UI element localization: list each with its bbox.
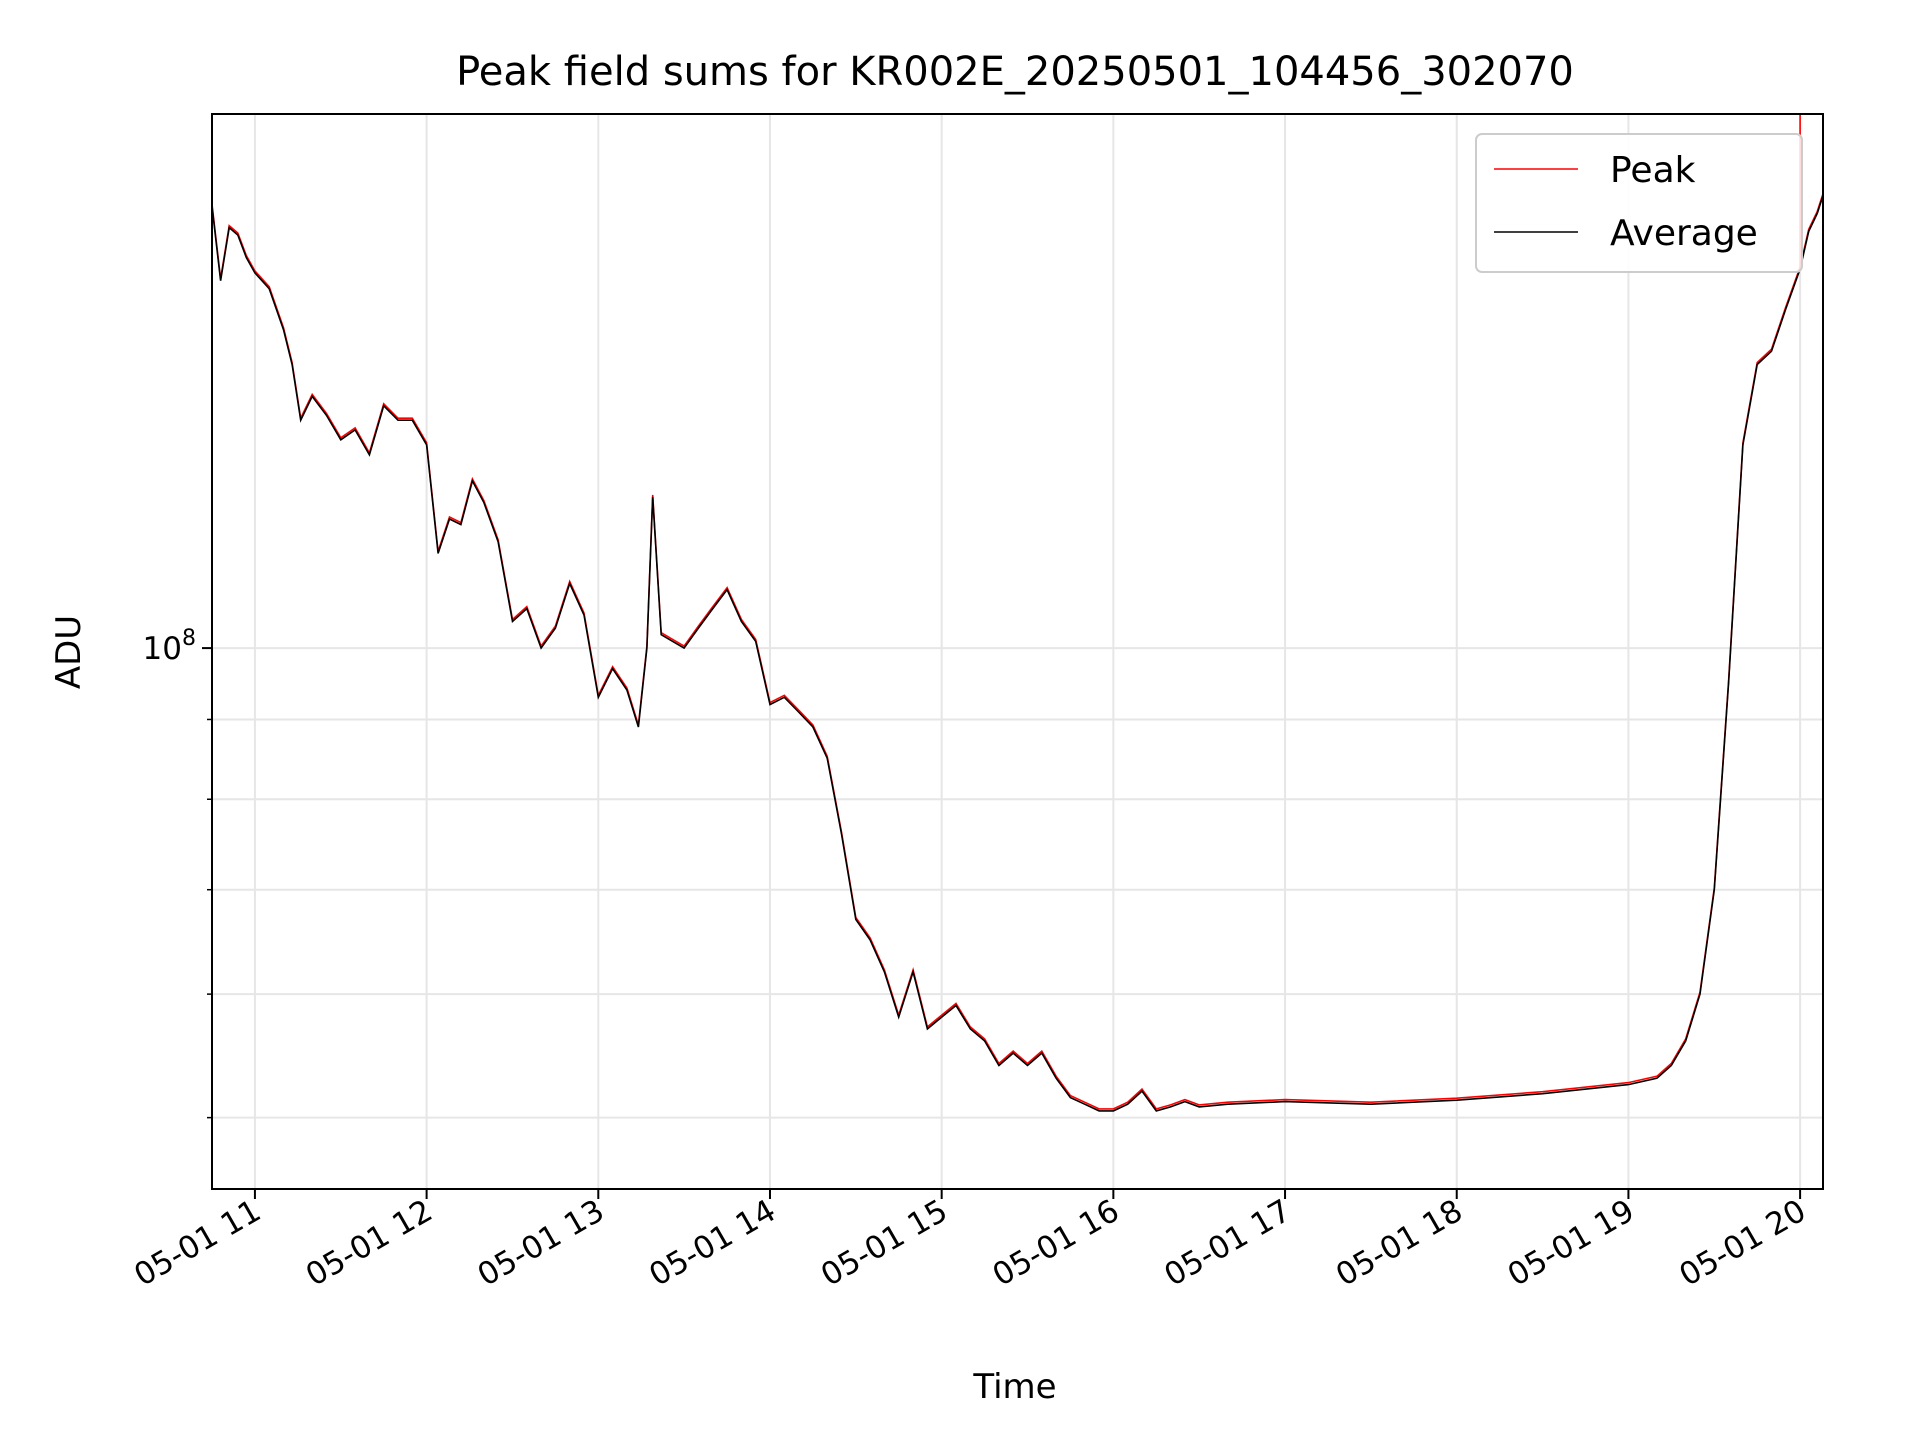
chart-title: Peak field sums for KR002E_20250501_1044…	[456, 49, 1574, 95]
y-axis-ticks: 108	[143, 626, 212, 1119]
legend-label-average: Average	[1610, 213, 1758, 254]
grid	[212, 114, 1823, 1189]
y-axis-label: ADU	[49, 615, 89, 689]
x-axis-label: Time	[972, 1367, 1056, 1407]
y-tick-label: 108	[143, 626, 196, 667]
legend-label-peak: Peak	[1610, 150, 1696, 191]
legend: Peak Average	[1475, 133, 1803, 273]
plot-area-frame	[211, 113, 1824, 1190]
series-line-average	[212, 195, 1823, 1112]
series-line-peak	[212, 193, 1823, 1110]
